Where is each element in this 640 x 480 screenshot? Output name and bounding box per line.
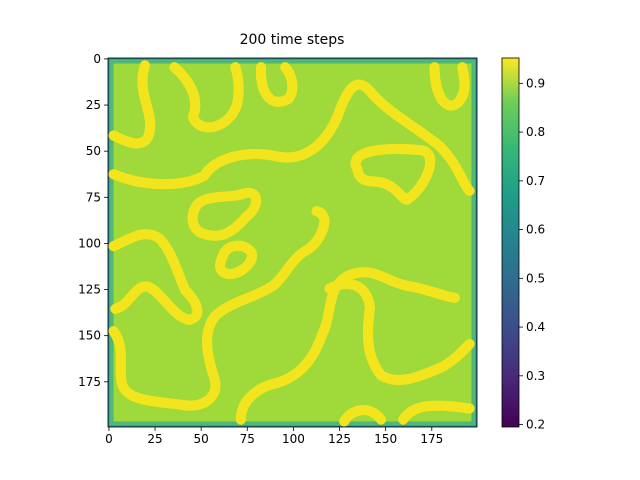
axes-frame [107, 57, 478, 428]
x-tick-label: 175 [420, 432, 443, 446]
y-tick-label: 125 [78, 283, 101, 297]
x-tick-label: 125 [328, 432, 351, 446]
colorbar-tick-label: 0.6 [526, 223, 545, 237]
x-tick-label: 100 [282, 432, 305, 446]
y-tick-label: 75 [86, 190, 101, 204]
x-tick-label: 0 [105, 432, 113, 446]
x-tick-label: 150 [374, 432, 397, 446]
colorbar [501, 57, 520, 428]
colorbar-tick-label: 0.3 [526, 369, 545, 383]
colorbar-tick-label: 0.7 [526, 174, 545, 188]
field-image [108, 58, 478, 428]
y-tick-label: 25 [86, 98, 101, 112]
y-tick-label: 175 [78, 375, 101, 389]
y-tick-label: 100 [78, 236, 101, 250]
colorbar-tick-label: 0.8 [526, 125, 545, 139]
colorbar-tick-label: 0.5 [526, 271, 545, 285]
chart-title: 200 time steps [240, 32, 345, 48]
y-tick-label: 0 [93, 52, 101, 66]
x-tick-label: 25 [147, 432, 162, 446]
x-tick-label: 50 [194, 432, 209, 446]
x-tick-label: 75 [240, 432, 255, 446]
colorbar-tick-label: 0.2 [526, 418, 545, 432]
colorbar-tick-label: 0.9 [526, 76, 545, 90]
y-tick-label: 50 [86, 144, 101, 158]
y-tick-label: 150 [78, 329, 101, 343]
colorbar-tick-label: 0.4 [526, 320, 545, 334]
